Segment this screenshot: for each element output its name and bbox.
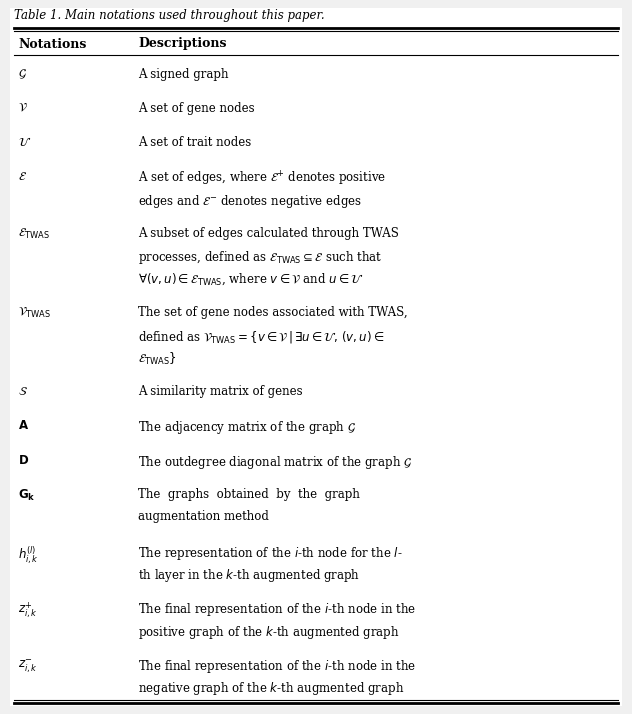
Text: $\mathbf{A}$: $\mathbf{A}$ [18,419,29,433]
Text: A set of trait nodes: A set of trait nodes [138,136,252,149]
Text: Descriptions: Descriptions [138,38,226,51]
Text: $\mathcal{S}$: $\mathcal{S}$ [18,386,28,398]
Text: $\mathcal{V}_{\mathrm{TWAS}}$: $\mathcal{V}_{\mathrm{TWAS}}$ [18,306,51,320]
Text: $\mathcal{E}$: $\mathcal{E}$ [18,170,27,183]
Text: A set of gene nodes: A set of gene nodes [138,102,255,115]
Text: $z_{i,k}^{-}$: $z_{i,k}^{-}$ [18,658,38,675]
Text: The set of gene nodes associated with TWAS,: The set of gene nodes associated with TW… [138,306,408,319]
Text: edges and $\mathcal{E}^{-}$ denotes negative edges: edges and $\mathcal{E}^{-}$ denotes nega… [138,193,362,210]
Text: The adjacency matrix of the graph $\mathcal{G}$: The adjacency matrix of the graph $\math… [138,419,356,436]
Text: th layer in the $k$-th augmented graph: th layer in the $k$-th augmented graph [138,567,360,584]
Text: A similarity matrix of genes: A similarity matrix of genes [138,386,303,398]
Text: Notations: Notations [18,38,87,51]
Text: defined as $\mathcal{V}_{\mathrm{TWAS}} = \{v \in \mathcal{V}\,|\,\exists u \in : defined as $\mathcal{V}_{\mathrm{TWAS}} … [138,328,384,345]
Text: $\mathcal{E}_{\mathrm{TWAS}}$: $\mathcal{E}_{\mathrm{TWAS}}$ [18,227,50,241]
Text: Table 1. Main notations used throughout this paper.: Table 1. Main notations used throughout … [14,9,325,22]
Text: $\forall(v, u) \in \mathcal{E}_{\mathrm{TWAS}}$, where $v \in \mathcal{V}$ and $: $\forall(v, u) \in \mathcal{E}_{\mathrm{… [138,272,364,287]
Text: $\mathcal{G}$: $\mathcal{G}$ [18,68,27,81]
Text: A set of edges, where $\mathcal{E}^{+}$ denotes positive: A set of edges, where $\mathcal{E}^{+}$ … [138,170,386,188]
Text: $\mathbf{G_{k}}$: $\mathbf{G_{k}}$ [18,488,35,503]
Text: $\mathcal{E}_{\mathrm{TWAS}}\}$: $\mathcal{E}_{\mathrm{TWAS}}\}$ [138,351,177,367]
Text: The final representation of the $i$-th node in the: The final representation of the $i$-th n… [138,601,416,618]
Text: augmentation method: augmentation method [138,511,269,523]
Text: The final representation of the $i$-th node in the: The final representation of the $i$-th n… [138,658,416,675]
Text: $\mathcal{V}$: $\mathcal{V}$ [18,102,28,115]
Text: $z_{i,k}^{+}$: $z_{i,k}^{+}$ [18,601,38,621]
Text: processes, defined as $\mathcal{E}_{\mathrm{TWAS}} \subseteq \mathcal{E}$ such t: processes, defined as $\mathcal{E}_{\mat… [138,249,382,266]
Text: $h_{i,k}^{(l)}$: $h_{i,k}^{(l)}$ [18,545,39,566]
Text: A subset of edges calculated through TWAS: A subset of edges calculated through TWA… [138,227,399,240]
Text: positive graph of the $k$-th augmented graph: positive graph of the $k$-th augmented g… [138,624,399,640]
Text: $\mathcal{U}$: $\mathcal{U}$ [18,136,31,149]
Text: $\mathbf{D}$: $\mathbf{D}$ [18,453,29,467]
Text: The  graphs  obtained  by  the  graph: The graphs obtained by the graph [138,488,360,501]
Text: A signed graph: A signed graph [138,68,229,81]
Text: The outdegree diagonal matrix of the graph $\mathcal{G}$: The outdegree diagonal matrix of the gra… [138,453,412,471]
Text: negative graph of the $k$-th augmented graph: negative graph of the $k$-th augmented g… [138,680,404,698]
Text: The representation of the $i$-th node for the $l$-: The representation of the $i$-th node fo… [138,545,403,561]
